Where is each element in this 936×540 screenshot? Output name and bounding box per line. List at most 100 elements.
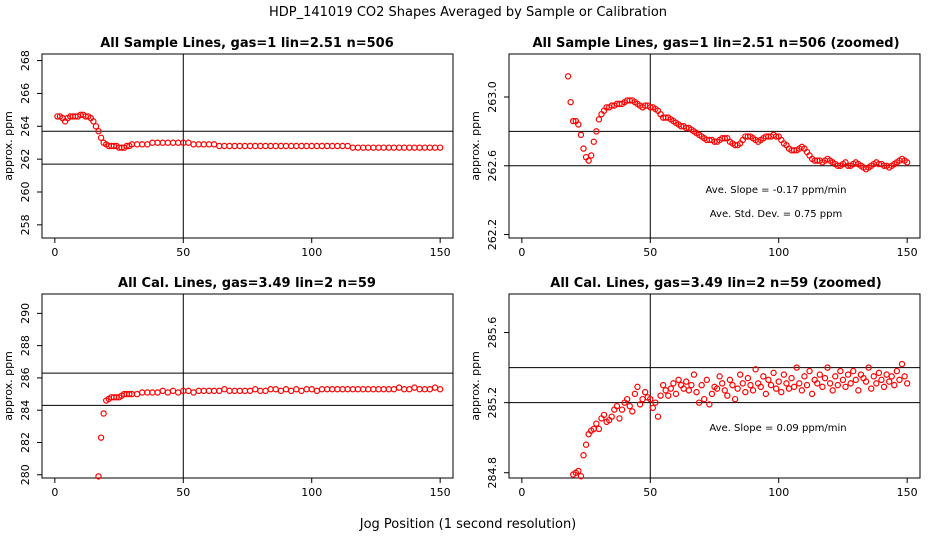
x-tick-label: 0 — [518, 246, 525, 259]
data-point — [580, 452, 587, 459]
data-point — [267, 142, 274, 150]
data-point — [721, 135, 728, 142]
data-point — [293, 142, 300, 150]
data-point — [595, 425, 603, 433]
data-point — [216, 387, 223, 395]
data-point — [277, 387, 285, 395]
data-point — [370, 144, 377, 151]
data-point — [190, 141, 197, 148]
y-tick-label: 284 — [19, 400, 32, 421]
data-point — [323, 142, 331, 150]
data-point — [662, 387, 669, 394]
data-point — [767, 381, 775, 389]
data-point — [138, 141, 146, 148]
x-tick-label: 100 — [301, 246, 322, 259]
data-point — [277, 142, 285, 150]
data-point — [149, 139, 156, 146]
data-point — [734, 385, 741, 392]
data-point — [703, 376, 710, 384]
data-point — [659, 381, 667, 389]
data-point — [241, 142, 249, 150]
data-point — [652, 399, 659, 406]
data-point — [411, 144, 418, 151]
data-point — [308, 142, 315, 150]
data-point — [575, 467, 582, 475]
data-point — [747, 381, 754, 389]
data-point — [613, 402, 621, 410]
data-point — [375, 144, 382, 151]
y-tick-label: 285.6 — [486, 317, 499, 349]
data-point — [174, 139, 182, 146]
data-point — [365, 144, 372, 151]
data-point — [688, 381, 695, 389]
figure-title: HDP_141019 CO2 Shapes Averaged by Sample… — [268, 5, 668, 20]
y-axis-label: approx. ppm — [2, 111, 15, 181]
data-point — [850, 367, 857, 375]
data-point — [649, 404, 657, 412]
data-point — [785, 385, 793, 392]
data-point — [298, 142, 305, 150]
data-point — [654, 413, 662, 420]
data-point — [665, 392, 672, 399]
data-point — [670, 380, 677, 387]
data-point — [252, 386, 259, 393]
data-point — [873, 380, 880, 387]
data-point — [190, 389, 197, 396]
y-tick-label: 258 — [19, 214, 32, 235]
data-point — [832, 373, 839, 380]
y-tick-label: 260 — [19, 182, 32, 203]
data-point — [693, 388, 700, 396]
data-point — [793, 364, 800, 371]
y-tick-label: 263.0 — [486, 81, 499, 113]
data-point — [126, 390, 133, 398]
data-point — [262, 387, 269, 395]
data-point — [149, 389, 156, 396]
data-point — [867, 385, 875, 392]
x-tick-label: 100 — [768, 246, 789, 259]
data-point — [200, 141, 208, 148]
data-point — [744, 374, 752, 382]
data-point — [287, 387, 295, 395]
data-point — [626, 402, 633, 410]
data-point — [757, 383, 764, 391]
data-point — [406, 386, 413, 393]
data-point — [878, 376, 885, 384]
data-point — [262, 142, 269, 150]
data-point — [564, 73, 572, 80]
data-point — [788, 374, 795, 382]
panel-title: All Cal. Lines, gas=3.49 lin=2 n=59 (zoo… — [550, 276, 881, 291]
data-point — [862, 378, 870, 385]
data-point — [577, 131, 585, 139]
y-tick-label: 262.6 — [486, 150, 499, 182]
data-point — [395, 144, 403, 151]
data-point — [303, 386, 310, 393]
data-point — [716, 373, 723, 380]
data-point — [164, 389, 172, 396]
data-point — [618, 406, 626, 413]
x-tick-label: 150 — [897, 246, 918, 259]
data-point — [842, 383, 849, 391]
data-point — [354, 386, 362, 393]
data-point — [349, 144, 357, 151]
x-tick-label: 50 — [176, 486, 190, 499]
data-point — [221, 386, 228, 393]
data-point — [246, 387, 254, 395]
data-point — [246, 142, 254, 150]
y-tick-label: 286 — [19, 367, 32, 388]
data-point — [174, 389, 182, 396]
data-point — [257, 142, 264, 150]
data-point — [216, 142, 223, 150]
data-point — [629, 408, 636, 415]
data-point — [241, 387, 249, 395]
data-point — [138, 389, 146, 396]
data-point — [708, 390, 716, 398]
data-point — [829, 387, 836, 394]
data-point — [154, 139, 161, 146]
data-point — [639, 395, 646, 403]
y-tick-label: 288 — [19, 335, 32, 356]
data-point — [891, 381, 898, 389]
data-point — [775, 378, 782, 385]
data-point — [421, 144, 428, 151]
data-point — [133, 141, 141, 148]
y-tick-label: 264 — [19, 116, 32, 137]
